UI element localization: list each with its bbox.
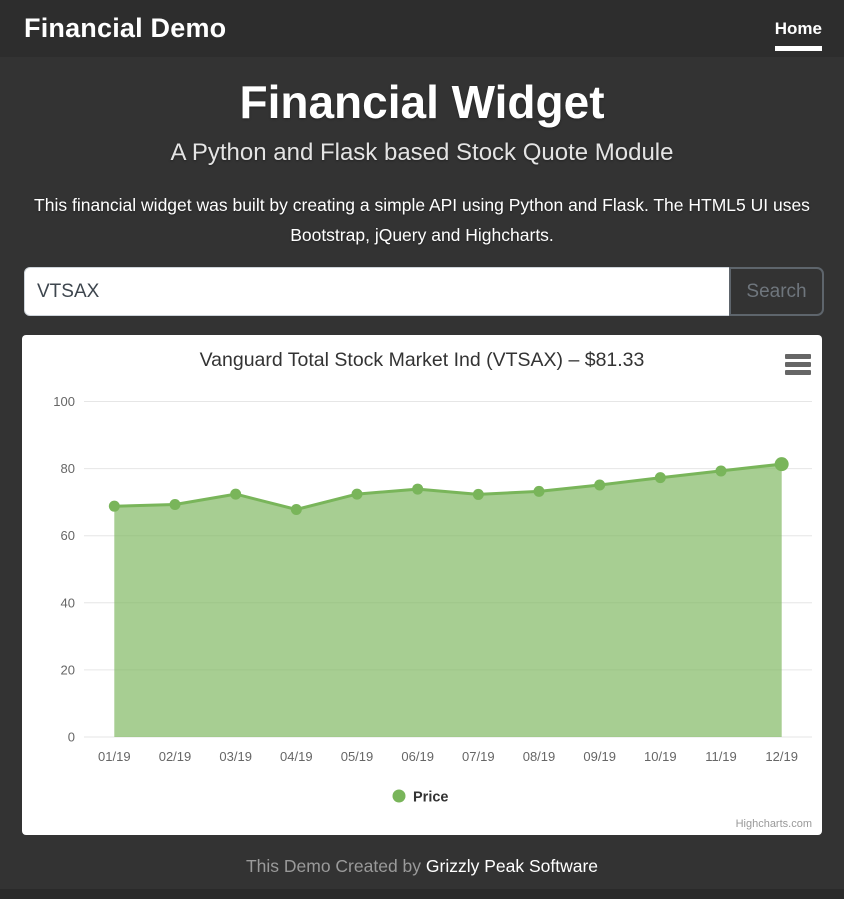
- y-axis-label: 80: [61, 461, 75, 476]
- nav-item-home-label: Home: [774, 18, 822, 38]
- x-axis-label: 12/19: [765, 749, 798, 764]
- data-point-marker[interactable]: [230, 488, 242, 500]
- data-point-marker[interactable]: [412, 483, 424, 495]
- data-point-marker[interactable]: [351, 488, 363, 500]
- x-axis-label: 05/19: [341, 749, 374, 764]
- x-axis-label: 03/19: [219, 749, 252, 764]
- x-axis-label: 10/19: [644, 749, 677, 764]
- page-title: Financial Widget: [239, 76, 605, 128]
- x-axis-label: 02/19: [159, 749, 192, 764]
- page-description: This financial widget was built by creat…: [34, 195, 810, 246]
- data-point-marker[interactable]: [594, 479, 606, 491]
- y-axis-label: 40: [61, 596, 75, 611]
- data-point-marker[interactable]: [169, 499, 181, 511]
- data-point-marker[interactable]: [108, 501, 120, 513]
- x-axis-label: 11/19: [705, 749, 737, 764]
- footer-text: This Demo Created by: [245, 856, 422, 877]
- highcharts-credits-link[interactable]: Highcharts.com: [736, 818, 812, 830]
- ticker-search-input[interactable]: [24, 267, 730, 317]
- x-axis-label: 07/19: [462, 749, 495, 764]
- x-axis-label: 09/19: [583, 749, 616, 764]
- legend-marker-icon: [392, 789, 406, 803]
- nav-item-home[interactable]: Home: [775, 7, 822, 51]
- series-line: [114, 462, 782, 512]
- y-axis-label: 20: [61, 663, 75, 678]
- legend-label[interactable]: Price: [413, 790, 448, 806]
- footer: This Demo Created by Grizzly Peak Softwa…: [0, 856, 844, 877]
- chart-menu-hamburger-icon[interactable]: [785, 354, 811, 376]
- data-point-marker[interactable]: [774, 457, 789, 472]
- y-axis-label: 100: [53, 394, 75, 409]
- x-axis-label: 01/19: [98, 749, 131, 764]
- chart-title: Vanguard Total Stock Market Ind (VTSAX) …: [200, 349, 645, 371]
- x-axis-label: 08/19: [523, 749, 556, 764]
- x-axis-label: 04/19: [280, 749, 313, 764]
- footer-link[interactable]: Grizzly Peak Software: [425, 856, 599, 877]
- data-point-marker[interactable]: [290, 504, 302, 516]
- data-point-marker[interactable]: [533, 486, 545, 498]
- search-button[interactable]: Search: [729, 267, 824, 317]
- search-row: Search: [24, 267, 824, 317]
- stock-area-chart: Vanguard Total Stock Market Ind (VTSAX) …: [53, 349, 812, 830]
- navbar-brand[interactable]: Financial Demo: [24, 13, 227, 43]
- data-point-marker[interactable]: [654, 472, 666, 484]
- x-axis-label: 06/19: [401, 749, 434, 764]
- footer-strip: [0, 889, 844, 899]
- active-nav-underline: [774, 45, 822, 51]
- y-axis-label: 60: [61, 529, 75, 544]
- series-area-fill: [114, 464, 782, 738]
- data-point-marker[interactable]: [472, 489, 484, 501]
- y-axis-label: 0: [68, 730, 75, 745]
- navbar: Financial Demo Home: [0, 0, 844, 57]
- stock-chart-card: Vanguard Total Stock Market Ind (VTSAX) …: [22, 335, 822, 836]
- page-subtitle: A Python and Flask based Stock Quote Mod…: [170, 139, 674, 167]
- data-point-marker[interactable]: [715, 465, 727, 477]
